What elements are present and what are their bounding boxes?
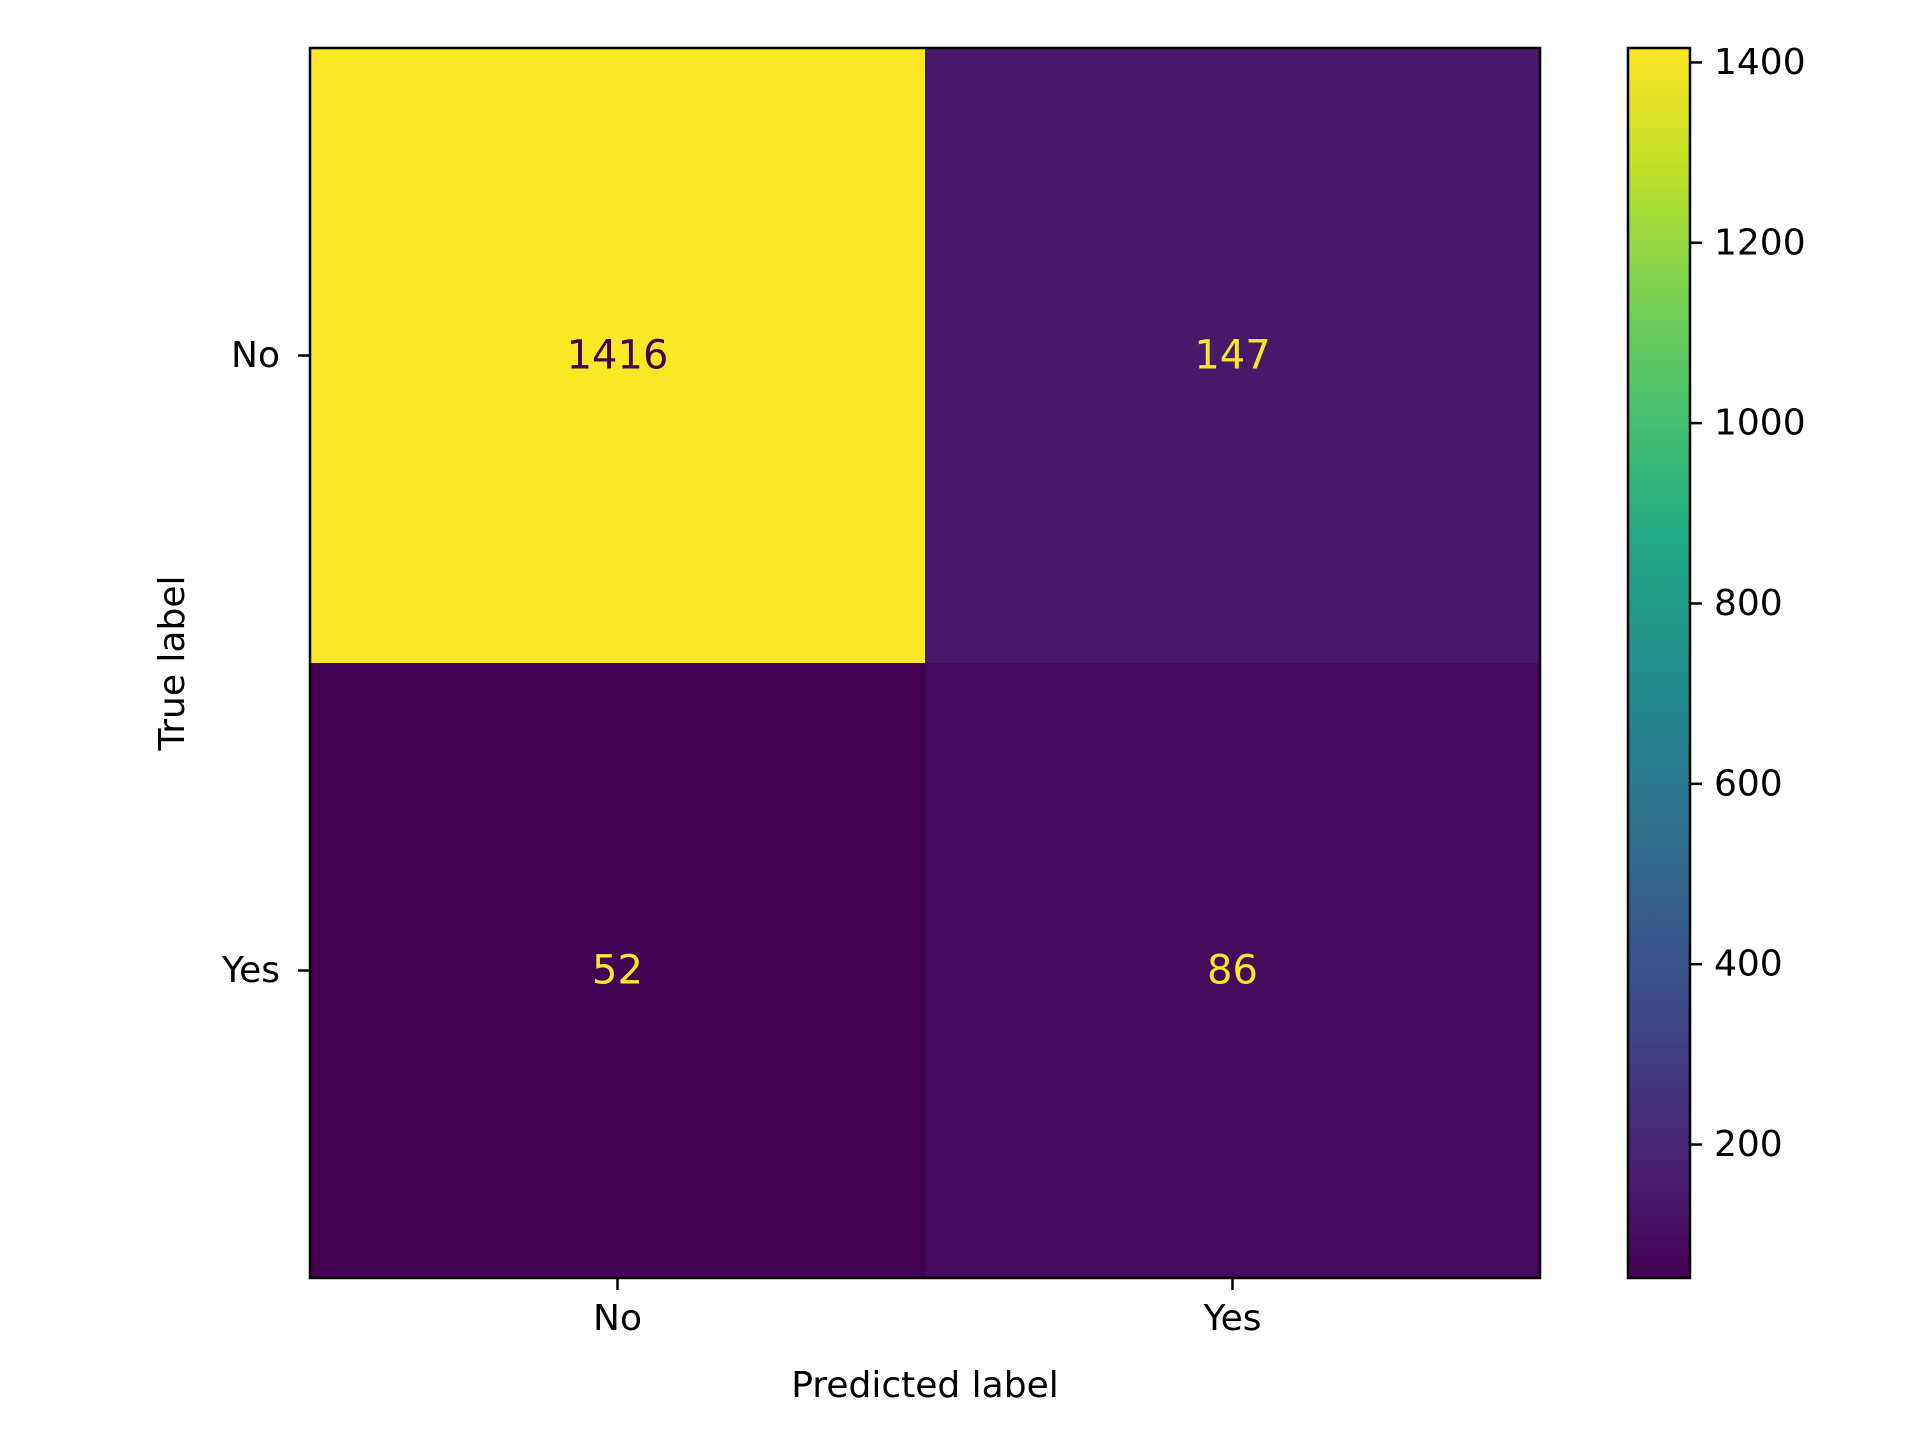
colorbar-tick-label: 600 bbox=[1714, 763, 1783, 804]
colorbar-tick-label: 400 bbox=[1714, 944, 1783, 985]
x-tick-label: No bbox=[593, 1298, 642, 1339]
y-tick-label: Yes bbox=[221, 950, 280, 991]
plot-frame bbox=[308, 46, 1542, 1280]
colorbar-tick-label: 1400 bbox=[1714, 42, 1806, 83]
cell-value-label: 147 bbox=[1194, 333, 1270, 379]
matrix-cell bbox=[925, 663, 1541, 1279]
cell-value-label: 1416 bbox=[567, 333, 669, 379]
colorbar-ticks: 200 400 600 800 1000 1200 1400 bbox=[1690, 42, 1806, 1165]
cell-value-label: 52 bbox=[592, 948, 643, 994]
colorbar bbox=[1626, 46, 1692, 1280]
colorbar-tick-label: 800 bbox=[1714, 583, 1783, 624]
colorbar-tick-label: 200 bbox=[1714, 1124, 1783, 1165]
y-tick-label: No bbox=[231, 335, 280, 376]
x-axis-ticks: No Yes bbox=[593, 1278, 1262, 1339]
colorbar-tick-label: 1000 bbox=[1714, 403, 1806, 444]
x-tick-label: Yes bbox=[1202, 1298, 1261, 1339]
y-axis-ticks: No Yes bbox=[221, 335, 310, 991]
cell-value-label: 86 bbox=[1207, 948, 1258, 994]
matrix-cell bbox=[310, 48, 926, 664]
matrix-cell bbox=[925, 48, 1541, 664]
matrix-cell bbox=[310, 663, 926, 1279]
colorbar-tick-label: 1200 bbox=[1714, 222, 1806, 263]
y-axis-label: True label bbox=[152, 576, 193, 752]
x-axis-label: Predicted label bbox=[791, 1365, 1059, 1406]
matrix-cells: 1416 147 52 86 bbox=[310, 48, 1541, 1279]
